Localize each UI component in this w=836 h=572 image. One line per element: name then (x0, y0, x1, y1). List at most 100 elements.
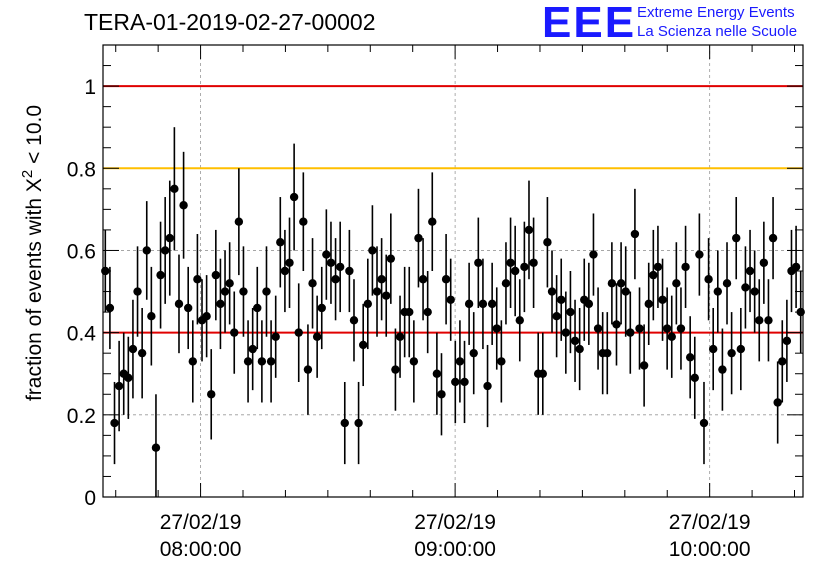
data-point (658, 295, 667, 304)
data-point (128, 344, 138, 354)
data-point (589, 250, 598, 259)
data-point (405, 307, 414, 317)
data-point (386, 254, 396, 263)
data-point (635, 324, 644, 333)
y-axis-label-main: fraction of events with X (23, 178, 46, 401)
data-point (303, 365, 313, 374)
data-point (147, 312, 156, 321)
y-tick-label: 0.2 (67, 405, 96, 428)
data-point (626, 328, 635, 337)
data-point (230, 328, 239, 337)
data-point (773, 398, 782, 407)
data-point (741, 283, 750, 292)
data-point (699, 418, 709, 428)
data-point (335, 262, 345, 272)
data-point (469, 348, 478, 358)
data-point (487, 299, 497, 309)
data-point (685, 353, 695, 362)
data-point (211, 270, 221, 280)
axes: 0 0.2 0.4 0.6 0.8 1 27/02/19 08:00:00 27/02/19 09… (67, 45, 803, 561)
data-point (409, 357, 419, 366)
data-point (506, 258, 515, 267)
data-point (474, 258, 483, 267)
y-tick-label: 0.6 (67, 240, 96, 263)
data-point (695, 250, 704, 259)
data-point (266, 357, 276, 366)
data-point (262, 287, 271, 296)
data-point (727, 348, 736, 358)
data-point (414, 233, 423, 243)
data-point (570, 336, 580, 346)
data-point (289, 192, 299, 202)
data-point (110, 418, 119, 428)
eee-logo-caption: Extreme Energy Events La Scienza nelle S… (637, 3, 797, 41)
data-point (248, 344, 257, 354)
data-point (151, 443, 161, 452)
x-tick-label-date: 27/02/19 (160, 511, 242, 534)
data-point (681, 262, 690, 272)
y-tick-label: 0.4 (67, 323, 97, 346)
data-point (552, 312, 561, 321)
data-point (704, 275, 713, 284)
data-point (639, 361, 649, 370)
data-point (713, 287, 723, 296)
x-tick-label-date: 27/02/19 (414, 511, 496, 534)
data-point (322, 250, 331, 259)
data-point (391, 365, 400, 374)
data-point (649, 270, 658, 280)
data-points (101, 127, 805, 497)
data-point (299, 217, 308, 226)
data-point (782, 336, 792, 346)
data-point (220, 287, 230, 296)
data-point (584, 299, 594, 309)
data-point (331, 275, 340, 284)
data-point (308, 279, 317, 288)
data-point (764, 316, 773, 325)
data-point (418, 275, 428, 284)
data-point (170, 184, 179, 194)
data-point (446, 295, 455, 304)
data-point (566, 307, 575, 317)
data-point (179, 201, 188, 210)
data-point (276, 238, 285, 247)
data-point (455, 357, 465, 366)
data-point (520, 262, 529, 272)
data-point (253, 303, 262, 313)
data-point (160, 246, 170, 255)
data-point (755, 316, 764, 325)
data-point (603, 348, 612, 358)
data-point (239, 287, 248, 296)
y-axis-label-tail: < 10.0 (23, 105, 46, 170)
data-point (630, 229, 640, 239)
data-point (271, 332, 280, 341)
data-point (497, 357, 506, 366)
data-point (722, 279, 732, 288)
data-point (207, 390, 216, 399)
data-point (114, 381, 124, 391)
data-point (423, 307, 432, 317)
data-point (662, 324, 672, 333)
data-point (575, 344, 584, 354)
data-point (243, 357, 253, 366)
data-point (124, 373, 133, 383)
data-point (382, 291, 391, 300)
x-tick-label-time: 09:00:00 (414, 538, 496, 561)
data-point (451, 377, 460, 387)
data-point (593, 324, 603, 333)
data-point (437, 390, 446, 399)
y-tick-label: 1 (84, 76, 96, 99)
data-point (791, 262, 801, 272)
data-point (257, 357, 267, 366)
data-point (492, 324, 501, 333)
data-point (750, 287, 759, 296)
data-point (432, 369, 442, 378)
data-point (616, 279, 626, 288)
data-point (340, 418, 349, 428)
data-point (349, 316, 359, 325)
data-point (428, 217, 437, 226)
data-point (280, 266, 290, 276)
data-point (183, 303, 193, 313)
plot-frame (102, 44, 804, 498)
data-point (718, 365, 727, 374)
